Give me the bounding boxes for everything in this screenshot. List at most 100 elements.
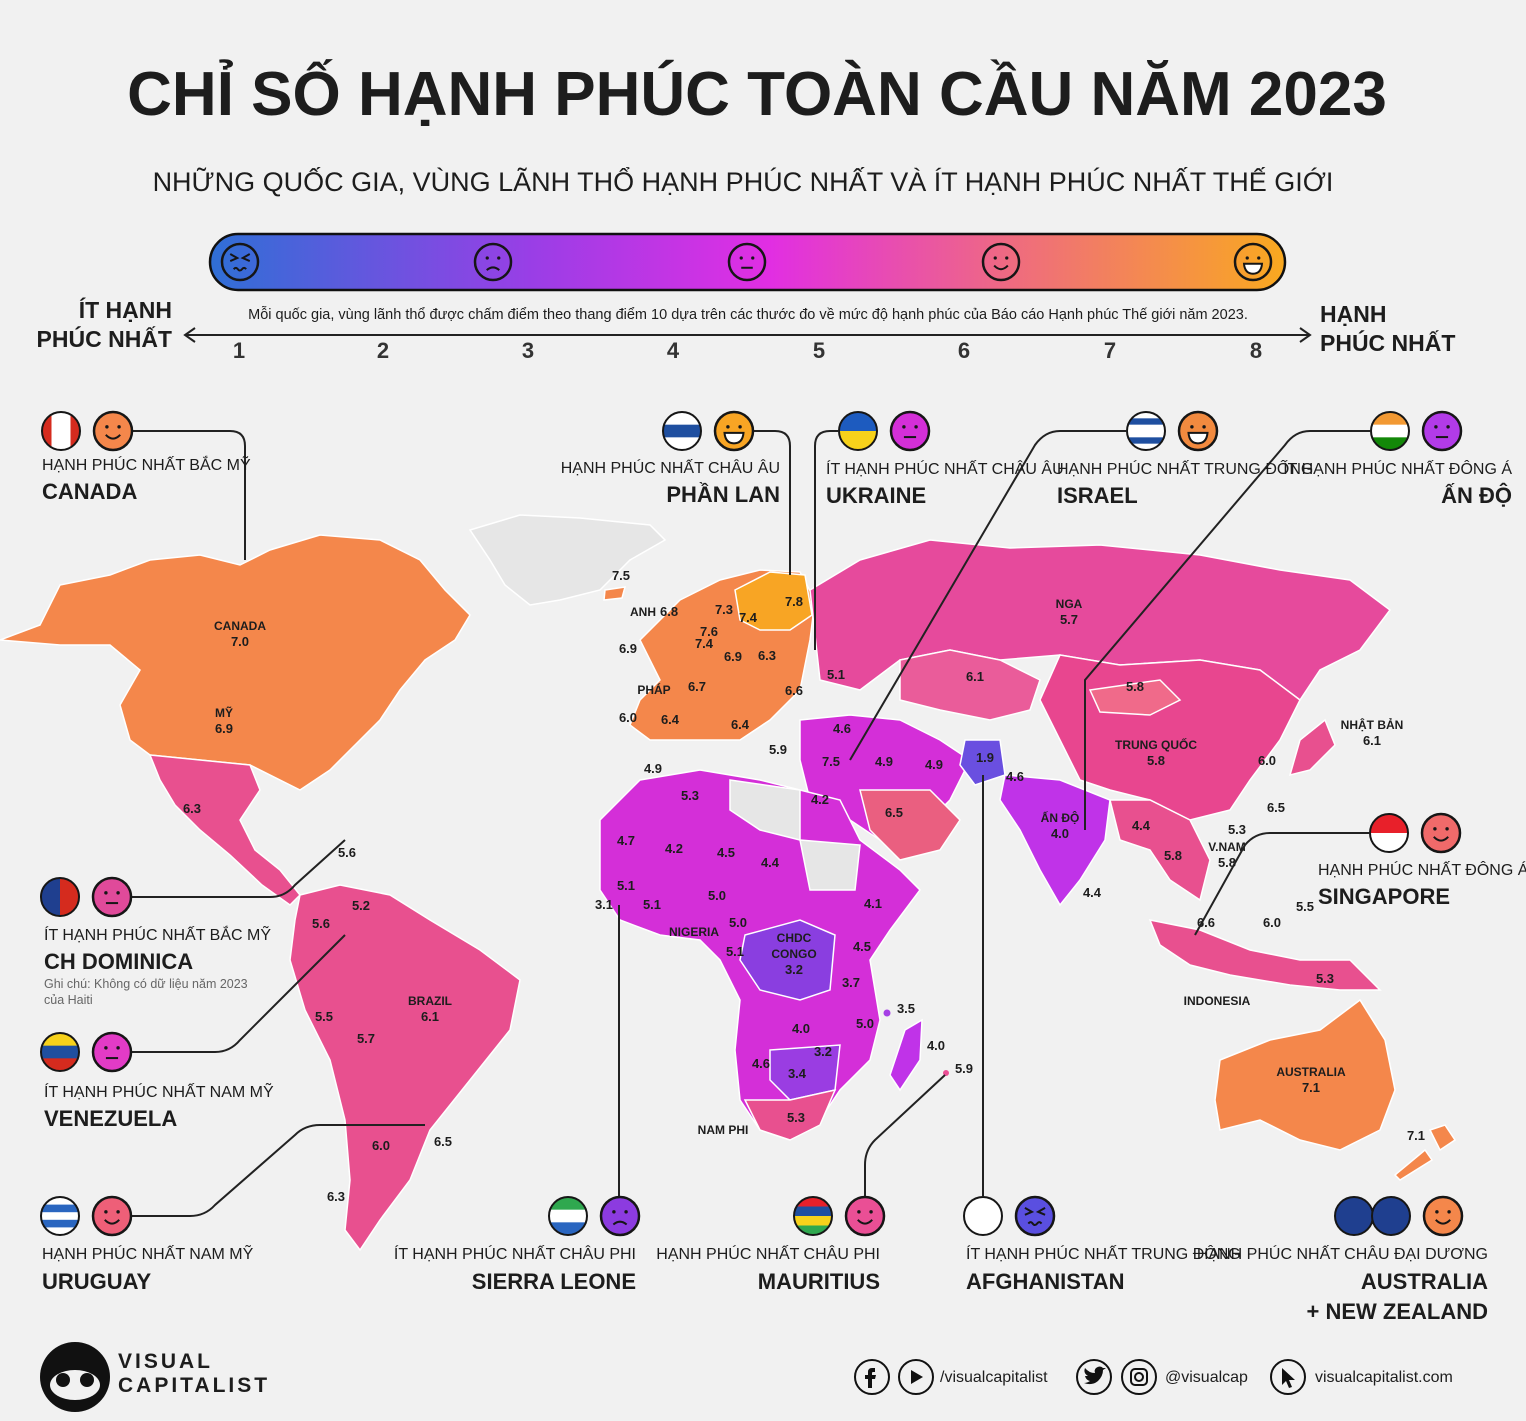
cursor-glyph <box>1282 1368 1295 1388</box>
callout: HẠNH PHÚC NHẤT CHÂU ĐẠI DƯƠNG AUSTRALIA + … <box>1197 1195 1488 1324</box>
map-label-value: 4.4 <box>1083 885 1102 900</box>
map-label-value: 6.4 <box>661 712 680 727</box>
iceland <box>603 586 627 601</box>
flag <box>1335 1197 1373 1235</box>
map-label-value: 6.0 <box>372 1138 390 1153</box>
map-label-value: 7.4 <box>695 636 714 651</box>
callout-note: Ghi chú: Không có dữ liệu năm 2023 <box>44 977 248 991</box>
map-label-value: 4.0 <box>792 1021 810 1036</box>
flag <box>41 878 79 916</box>
face <box>713 410 755 452</box>
leader-line <box>1194 832 1369 936</box>
map-label-value: 7.1 <box>1302 1080 1320 1095</box>
map-label-name: NGA <box>1056 597 1083 611</box>
flag-stripe <box>794 1216 832 1226</box>
map-label-value: 3.2 <box>785 962 803 977</box>
map-label-value: 6.9 <box>619 641 637 656</box>
face-mouth <box>486 266 500 271</box>
map-label-value: 5.5 <box>1296 899 1314 914</box>
map-label-value: 4.1 <box>864 896 882 911</box>
map-label-name: MỸ <box>215 705 233 720</box>
face-eye <box>1445 827 1449 831</box>
flag-stripe <box>41 1045 79 1059</box>
map-label-value: 7.6 <box>700 624 718 639</box>
twitter-icon[interactable] <box>1076 1359 1112 1395</box>
facebook-handle[interactable]: /visualcapitalist <box>940 1369 1048 1386</box>
callout-caption: ÍT HẠNH PHÚC NHẤT ĐÔNG Á <box>1283 459 1512 478</box>
map-label-name: NHẬT BẢN <box>1341 717 1404 732</box>
callout: HẠNH PHÚC NHẤT ĐÔNG Á SINGAPORE <box>1318 812 1526 909</box>
flag-stripe <box>41 1212 79 1221</box>
flag-stripe <box>41 878 61 916</box>
face <box>1420 812 1462 854</box>
twitter-handle[interactable]: @visualcap <box>1165 1369 1248 1386</box>
flag-stripe <box>41 1197 79 1206</box>
face-eye <box>751 256 755 260</box>
face-mouth <box>723 431 745 445</box>
leader-line <box>133 430 246 560</box>
callout: ÍT HẠNH PHÚC NHẤT ĐÔNG Á ẤN ĐỘ <box>1283 410 1512 508</box>
callout: ÍT HẠNH PHÚC NHẤT BẮC MỸ CH DOMINICA Ghi c… <box>40 876 271 1007</box>
flag-stripe <box>794 1197 832 1207</box>
face-eye <box>1257 256 1261 260</box>
map-label-value: 6.7 <box>688 679 706 694</box>
callout-caption: HẠNH PHÚC NHẤT NAM MỸ <box>42 1243 254 1263</box>
mongolia <box>1088 679 1182 716</box>
map-label-value: 4.0 <box>927 1038 945 1053</box>
callout-country: SINGAPORE <box>1318 884 1450 909</box>
flag-border <box>1370 411 1410 451</box>
dr-congo <box>739 919 836 1001</box>
flag-stripe <box>839 431 877 450</box>
callout-country: AFGHANISTAN <box>966 1269 1124 1294</box>
callout-country: CH DOMINICA <box>44 949 193 974</box>
flag-stripe <box>794 1206 832 1217</box>
map-label-value: 7.8 <box>785 594 803 609</box>
map-label-value: 4.2 <box>665 841 683 856</box>
map-label-value: 3.4 <box>788 1066 807 1081</box>
face-mouth <box>1027 1221 1043 1227</box>
flag-border <box>40 877 80 917</box>
scale-tick-label: 7 <box>1104 338 1116 363</box>
greenland <box>468 514 667 606</box>
face <box>92 410 134 452</box>
callout-country: VENEZUELA <box>44 1106 177 1131</box>
face-eye <box>739 256 743 260</box>
scale-tick-label: 2 <box>377 338 389 363</box>
map-label-value: 5.1 <box>827 667 845 682</box>
face-eye <box>1202 425 1206 429</box>
map-label-value: 6.0 <box>1263 915 1281 930</box>
map-label-value: 5.9 <box>955 1061 973 1076</box>
face-eye <box>1446 425 1450 429</box>
map-label-value: 7.5 <box>612 568 630 583</box>
callout-country: SIERRA LEONE <box>472 1269 636 1294</box>
flag <box>1127 412 1165 450</box>
map-label-name: TRUNG QUỐC <box>1115 737 1197 752</box>
face-eye <box>1005 256 1009 260</box>
scale-right-label: PHÚC NHẤT <box>1320 329 1455 356</box>
facebook-icon[interactable] <box>854 1359 890 1395</box>
face-eye <box>116 891 120 895</box>
map-label-value: 5.3 <box>681 788 699 803</box>
flag <box>839 412 877 450</box>
flag-stripe <box>663 424 701 438</box>
madagascar <box>889 1018 923 1092</box>
map-label-value: 5.6 <box>338 845 356 860</box>
flag-border <box>40 1032 80 1072</box>
map-label-value: 6.3 <box>183 801 201 816</box>
map-label-value: 5.3 <box>1316 971 1334 986</box>
flag-stripe <box>60 878 79 916</box>
map-label-value: 4.4 <box>1132 818 1151 833</box>
youtube-icon[interactable] <box>898 1359 934 1395</box>
callout: HẠNH PHÚC NHẤT CHÂU ÂU PHẦN LAN <box>561 410 780 507</box>
instagram-icon[interactable] <box>1121 1359 1157 1395</box>
map-label-value: 7.3 <box>715 602 733 617</box>
face <box>599 1195 641 1237</box>
face <box>727 242 767 282</box>
face <box>844 1195 886 1237</box>
map-label-value: 5.7 <box>1060 612 1078 627</box>
indonesia <box>1148 918 1382 991</box>
website-icon[interactable] <box>1270 1359 1306 1395</box>
website-link[interactable]: visualcapitalist.com <box>1315 1369 1453 1386</box>
saudi-arabia <box>859 789 961 861</box>
